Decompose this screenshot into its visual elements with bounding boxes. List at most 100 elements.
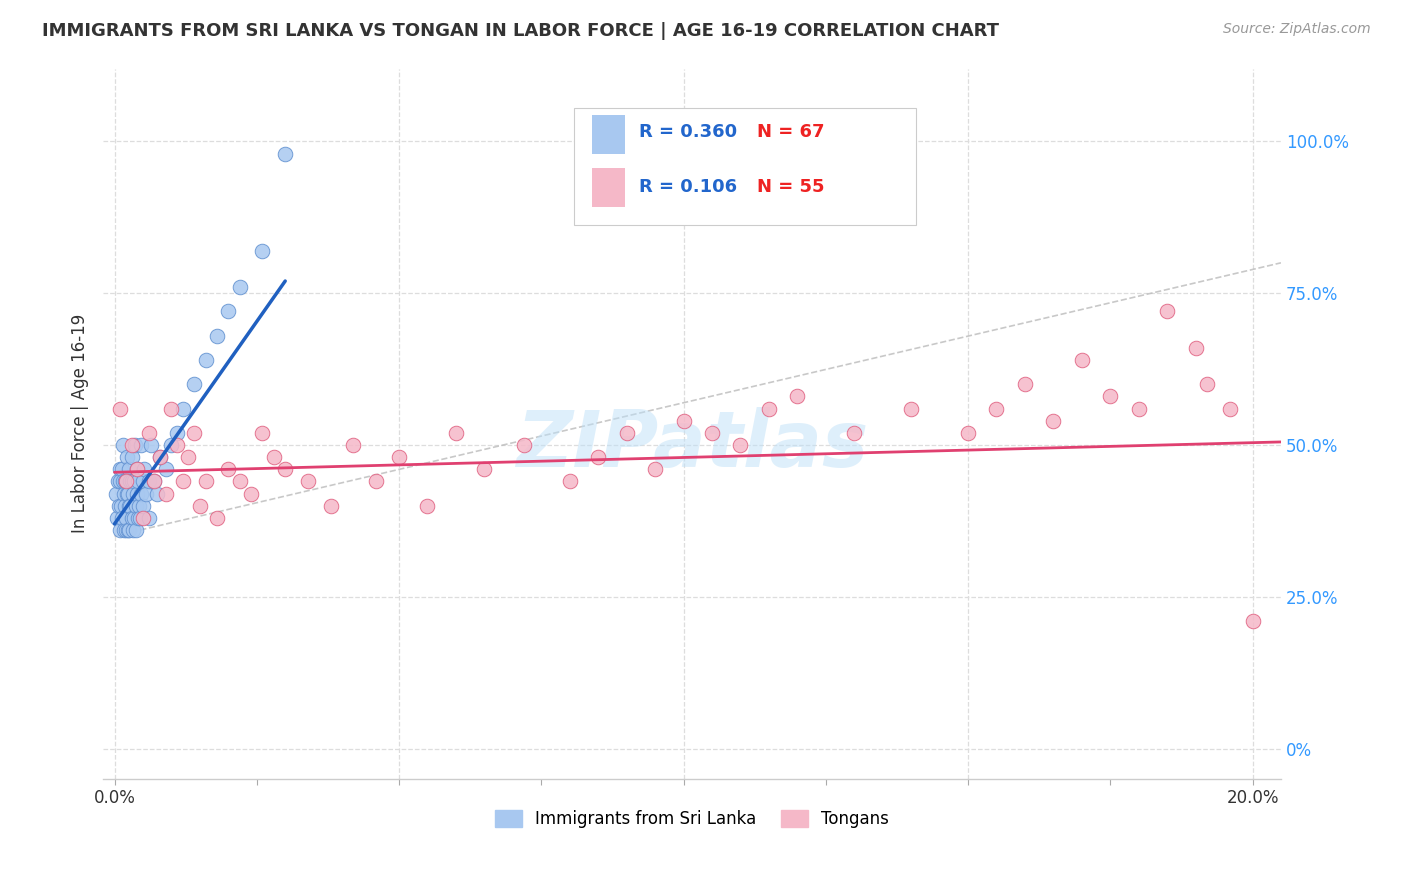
Point: [217, 304, 239, 318]
Point: [217, 462, 239, 476]
Point: [118, 523, 141, 537]
Point: [132, 511, 155, 525]
Point: [108, 462, 131, 476]
Point: [194, 353, 217, 368]
Text: Source: ZipAtlas.com: Source: ZipAtlas.com: [1223, 22, 1371, 37]
Point: [108, 523, 131, 537]
Point: [105, 511, 128, 525]
Point: [172, 475, 194, 489]
Point: [240, 486, 263, 500]
Point: [166, 425, 188, 440]
Point: [586, 450, 609, 464]
Point: [111, 511, 134, 525]
Point: [112, 438, 135, 452]
FancyBboxPatch shape: [592, 168, 624, 207]
Point: [956, 425, 979, 440]
Point: [138, 425, 160, 440]
Point: [616, 425, 638, 440]
Point: [149, 450, 172, 464]
Point: [124, 499, 146, 513]
Point: [1184, 341, 1206, 355]
Point: [125, 523, 148, 537]
Point: [132, 462, 155, 476]
Point: [252, 244, 274, 258]
Point: [129, 511, 152, 525]
Point: [127, 462, 149, 476]
Text: ZIPatlas: ZIPatlas: [516, 407, 868, 483]
Point: [183, 425, 205, 440]
Point: [700, 425, 723, 440]
Point: [1042, 414, 1064, 428]
Point: [228, 280, 250, 294]
Point: [672, 414, 695, 428]
Point: [129, 486, 152, 500]
Point: [115, 475, 138, 489]
Point: [1241, 614, 1264, 628]
Point: [172, 401, 194, 416]
Point: [143, 475, 166, 489]
Point: [297, 475, 319, 489]
Point: [160, 438, 183, 452]
Y-axis label: In Labor Force | Age 16-19: In Labor Force | Age 16-19: [72, 314, 89, 533]
Point: [228, 475, 250, 489]
Point: [105, 486, 128, 500]
Point: [120, 499, 142, 513]
Point: [758, 401, 780, 416]
Text: R = 0.360: R = 0.360: [640, 123, 737, 142]
Point: [132, 475, 155, 489]
Point: [366, 475, 388, 489]
Point: [135, 486, 157, 500]
Point: [274, 462, 297, 476]
FancyBboxPatch shape: [574, 108, 915, 225]
Point: [121, 523, 143, 537]
Point: [188, 499, 211, 513]
Point: [112, 486, 135, 500]
Point: [149, 450, 172, 464]
Point: [127, 511, 149, 525]
Text: N = 67: N = 67: [756, 123, 824, 142]
Point: [115, 511, 138, 525]
Point: [205, 328, 228, 343]
Point: [138, 475, 160, 489]
Point: [146, 486, 169, 500]
Point: [141, 438, 163, 452]
Point: [205, 511, 228, 525]
Point: [1014, 377, 1036, 392]
Point: [472, 462, 495, 476]
Point: [115, 486, 138, 500]
Point: [118, 475, 141, 489]
Point: [114, 475, 136, 489]
Point: [1219, 401, 1241, 416]
Point: [388, 450, 411, 464]
Point: [117, 486, 139, 500]
Point: [112, 475, 135, 489]
Point: [342, 438, 364, 452]
Point: [122, 511, 145, 525]
Point: [1156, 304, 1178, 318]
Point: [730, 438, 752, 452]
Point: [127, 475, 149, 489]
Point: [986, 401, 1008, 416]
Point: [416, 499, 439, 513]
Point: [127, 486, 149, 500]
Point: [155, 486, 177, 500]
Point: [644, 462, 666, 476]
Point: [900, 401, 922, 416]
FancyBboxPatch shape: [592, 115, 624, 153]
Point: [155, 462, 177, 476]
Point: [263, 450, 285, 464]
Point: [115, 475, 138, 489]
Point: [319, 499, 342, 513]
Point: [122, 486, 145, 500]
Point: [108, 401, 131, 416]
Point: [118, 499, 141, 513]
Point: [252, 425, 274, 440]
Point: [1195, 377, 1218, 392]
Point: [110, 499, 132, 513]
Point: [194, 475, 217, 489]
Point: [108, 499, 131, 513]
Point: [121, 475, 143, 489]
Text: IMMIGRANTS FROM SRI LANKA VS TONGAN IN LABOR FORCE | AGE 16-19 CORRELATION CHART: IMMIGRANTS FROM SRI LANKA VS TONGAN IN L…: [42, 22, 1000, 40]
Text: N = 55: N = 55: [756, 178, 824, 196]
Point: [108, 475, 131, 489]
